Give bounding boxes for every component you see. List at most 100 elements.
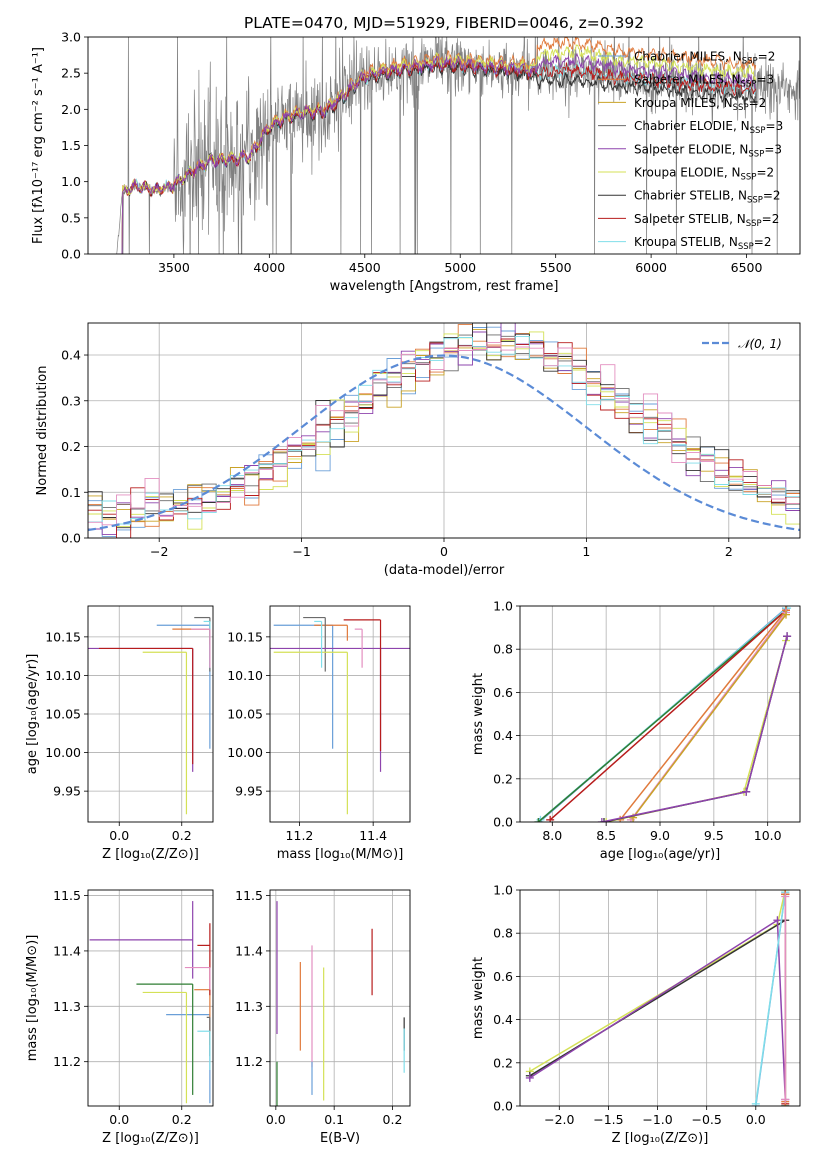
x-tick-label: −2	[150, 544, 168, 559]
x-axis-label: wavelength [Angstrom, rest frame]	[330, 279, 559, 294]
x-tick-label: 6500	[731, 260, 763, 275]
model-spectrum-line	[116, 44, 757, 254]
x-tick-label: 0.0	[746, 1112, 766, 1127]
y-tick-label: 9.95	[235, 784, 263, 799]
x-tick-label: 11.2	[286, 828, 314, 843]
model-spectrum-line	[116, 52, 756, 254]
y-tick-label: 0.8	[493, 642, 513, 657]
errorbar-point	[270, 647, 410, 772]
x-tick-label: 8.5	[596, 828, 616, 843]
y-axis-label: Normed distribution	[35, 366, 50, 496]
y-tick-label: 0.3	[61, 393, 81, 408]
mass-weight-series	[755, 892, 787, 1104]
y-axis-label: mass weight	[471, 957, 486, 1039]
residual-histogram	[88, 341, 800, 538]
errorbar-point	[197, 1030, 211, 1070]
errorbar-point	[156, 624, 211, 749]
errorbar-point	[142, 991, 188, 1104]
plus-marker	[525, 1073, 534, 1082]
y-tick-label: 1.0	[493, 599, 513, 614]
x-tick-label: 4500	[349, 260, 381, 275]
x-tick-label: 0.1	[324, 1112, 344, 1127]
plus-marker	[597, 818, 606, 822]
plus-marker	[773, 916, 782, 925]
y-tick-label: 9.95	[53, 784, 81, 799]
errorbar-point	[191, 628, 211, 668]
y-tick-label: 0.4	[493, 1012, 513, 1027]
y-tick-label: 0.1	[61, 485, 81, 500]
y-tick-label: 2.5	[61, 66, 81, 81]
y-tick-label: 0.0	[61, 247, 81, 262]
errorbar-point	[354, 628, 363, 668]
errorbar-point	[273, 624, 334, 749]
x-tick-label: 6000	[635, 260, 667, 275]
x-tick-label: 1	[582, 544, 590, 559]
spectrum-plot-area	[116, 37, 800, 254]
y-tick-label: 11.5	[235, 888, 263, 903]
y-tick-label: 11.3	[53, 999, 81, 1014]
mass-weight-series	[537, 609, 787, 822]
errorbar-point	[89, 901, 194, 979]
normal-distribution-curve	[88, 354, 800, 532]
errorbar-point	[314, 620, 323, 668]
errorbar-point	[197, 923, 211, 996]
y-axis-label: mass weight	[471, 673, 486, 755]
y-tick-label: 0.0	[493, 815, 513, 830]
plus-marker	[751, 1099, 760, 1106]
x-tick-label: 3500	[158, 260, 190, 275]
plus-marker	[783, 632, 792, 641]
spectrum-axes: 3500 4000 4500 5000 5500 6000 6500 0.0 0.5 1.0 1.5…	[31, 30, 801, 294]
mass_vs_EBV-plot-area	[276, 901, 405, 1106]
x-tick-label: −2.0	[544, 1112, 574, 1127]
y-tick-label: 10.05	[45, 707, 81, 722]
legend-label: 𝒩(0, 1)	[738, 337, 782, 351]
y-tick-label: 10.10	[227, 668, 263, 683]
mass-weight-series	[603, 636, 788, 822]
legend-label: Salpeter ELODIE, NSSP=3	[634, 142, 782, 159]
axes-frame	[519, 889, 801, 1107]
y-tick-label: 0.8	[493, 926, 513, 941]
y-axis-label: mass [log₁₀(M/M⊙)]	[25, 935, 40, 1062]
errorbar-point	[343, 619, 382, 752]
y-axis-label: Flux [fλ10⁻¹⁷ erg cm⁻² s⁻¹ A⁻¹]	[31, 47, 46, 244]
x-tick-label: 5500	[540, 260, 572, 275]
plus-marker	[781, 1095, 790, 1104]
errorbar-point	[303, 616, 326, 672]
y-tick-label: 0.2	[493, 771, 513, 786]
x-tick-label: 9.5	[704, 828, 724, 843]
weight_vs_age-axes: 8.0 8.5 9.0 9.5 10.0 0.0 0.2 0.4 0.6 0.8 1.0 age [l…	[471, 599, 801, 862]
x-axis-label: E(B-V)	[320, 1131, 360, 1146]
x-tick-label: 0.0	[266, 1112, 286, 1127]
x-axis-label: mass [log₁₀(M/M⊙)]	[277, 847, 404, 862]
residuals-plot-area	[88, 323, 800, 538]
mass_vs_EBV-axes: 0.0 0.1 0.2 11.2 11.3 11.4 11.5 E(B-V)	[235, 888, 411, 1146]
axes-frame	[87, 889, 214, 1107]
x-axis-label: Z [log₁₀(Z/Z⊙)]	[612, 1131, 709, 1146]
y-tick-label: 11.2	[235, 1054, 263, 1069]
x-tick-label: −1.5	[593, 1112, 623, 1127]
mass_vs_Z-axes: 0.0 0.2 11.2 11.3 11.4 11.5 Z [log₁₀(Z/Z⊙)] mas…	[25, 888, 214, 1146]
age_vs_mass-axes: 11.2 11.4 9.95 10.00 10.05 10.10 10.15 mass [lo…	[227, 605, 411, 862]
x-tick-label: −1.0	[642, 1112, 672, 1127]
y-tick-label: 11.4	[235, 943, 263, 958]
y-tick-label: 0.4	[61, 348, 81, 363]
errorbar-point	[142, 651, 188, 815]
legend-label: Chabrier STELIB, NSSP=2	[634, 189, 781, 206]
y-tick-label: 10.15	[227, 629, 263, 644]
y-tick-label: 11.4	[53, 943, 81, 958]
axes-frame	[269, 889, 411, 1107]
plus-marker	[534, 818, 543, 822]
y-tick-label: 0.0	[61, 531, 81, 546]
plus-marker	[782, 610, 790, 619]
weight_vs_Z-plot-area	[525, 890, 790, 1106]
chart-title: PLATE=0470, MJD=51929, FIBERID=0046, z=0…	[244, 14, 644, 32]
plus-marker	[546, 815, 555, 822]
errorbar-point	[273, 651, 348, 815]
legend-label: Salpeter MILES, NSSP=3	[634, 73, 774, 90]
age_vs_Z-axes: 0.0 0.2 9.95 10.00 10.05 10.10 10.15 Z [log₁₀(Z…	[25, 605, 214, 862]
legend-label: Kroupa STELIB, NSSP=2	[634, 235, 772, 252]
weight_vs_age-plot-area	[534, 606, 792, 822]
y-tick-label: 0.4	[493, 728, 513, 743]
y-tick-label: 0.0	[493, 1099, 513, 1114]
x-tick-label: 10.0	[754, 828, 782, 843]
